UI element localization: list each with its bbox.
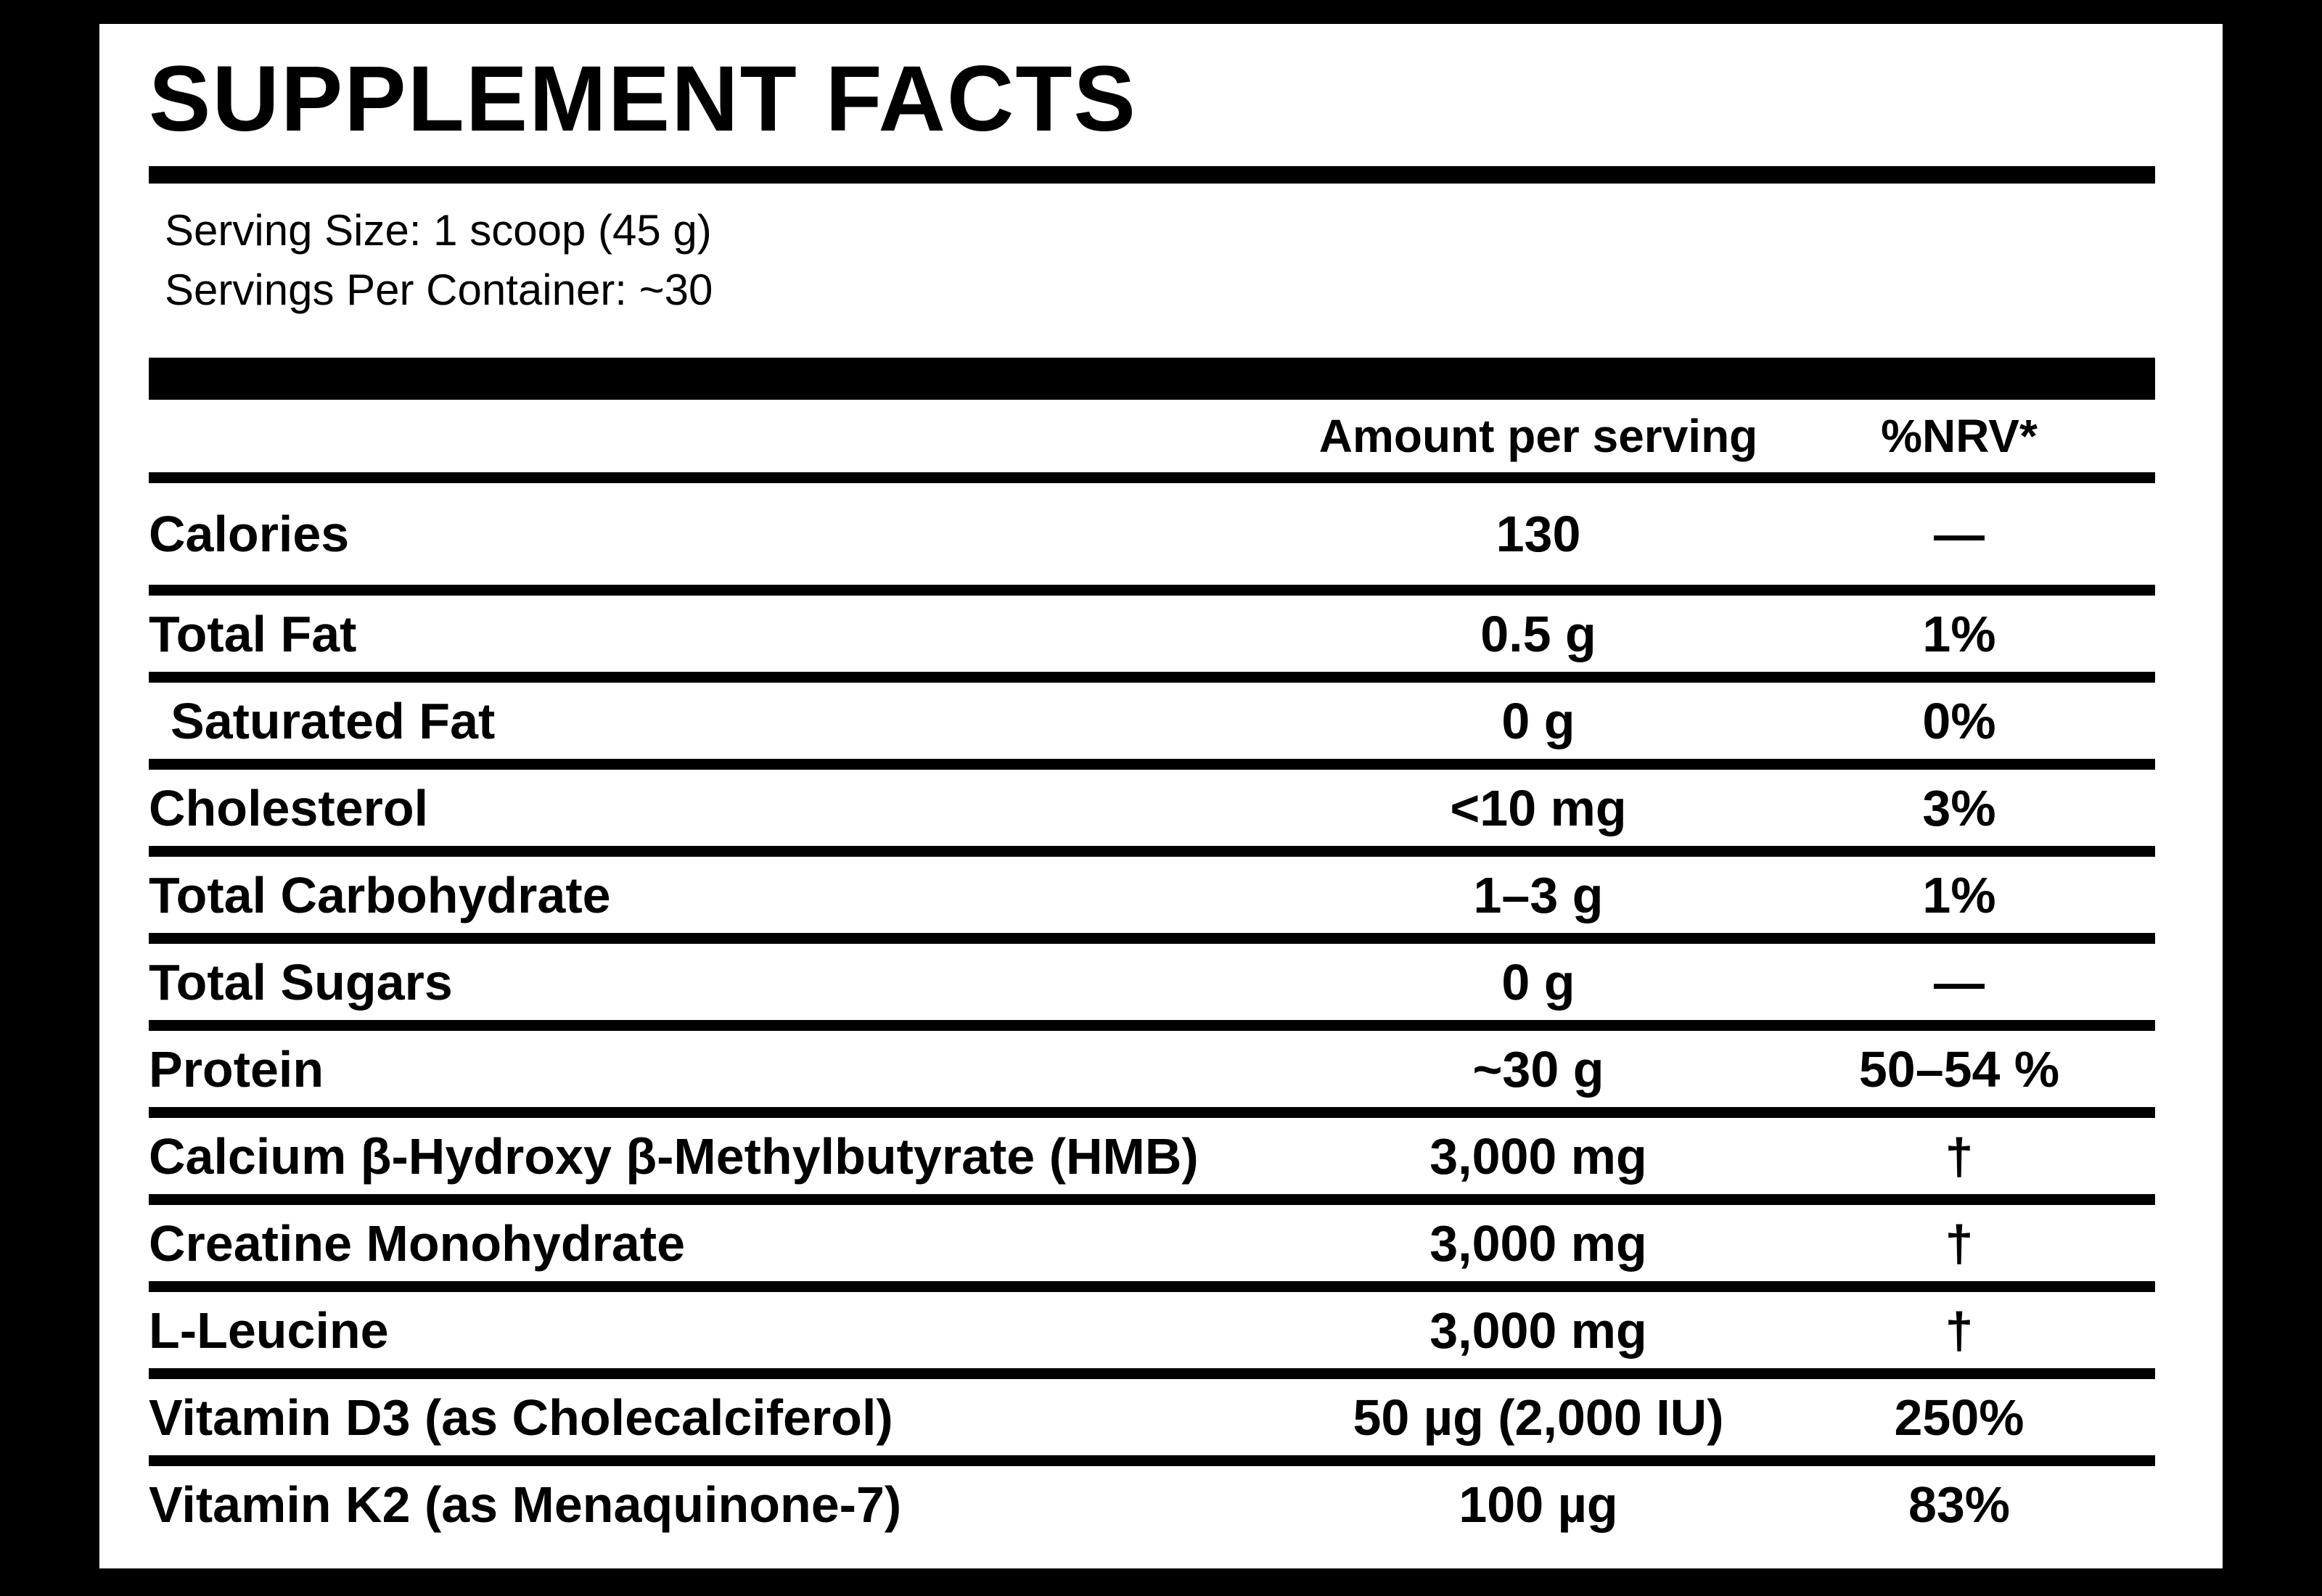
row-divider-rule (149, 1020, 2155, 1031)
row-divider-rule (149, 672, 2155, 683)
nutrient-amount: 3,000 mg (1429, 1127, 1647, 1185)
nutrient-amount: 3,000 mg (1429, 1301, 1647, 1359)
facts-table: Calories 130 — Total Fat 0.5 g 1% Satura… (149, 483, 2155, 1542)
nutrient-nrv: 1% (1922, 866, 1996, 924)
table-row: Creatine Monohydrate 3,000 mg † (149, 1205, 2155, 1281)
amount-column-header: Amount per serving (1318, 410, 1758, 462)
table-row: Total Fat 0.5 g 1% (149, 596, 2155, 672)
nutrient-amount: 50 µg (2,000 IU) (1353, 1389, 1724, 1446)
page-title: SUPPLEMENT FACTS (149, 47, 1137, 151)
nutrient-nrv: 83% (1908, 1476, 2011, 1533)
nutrient-nrv: † (1945, 1301, 1974, 1359)
row-divider-rule (149, 759, 2155, 770)
supplement-facts-panel: SUPPLEMENT FACTS Serving Size: 1 scoop (… (99, 24, 2223, 1568)
serving-size-text: Serving Size: 1 scoop (45 g) (165, 206, 712, 255)
nutrient-amount: 0 g (1501, 953, 1575, 1011)
row-divider-rule (149, 1368, 2155, 1379)
nutrient-amount: 0.5 g (1480, 605, 1596, 662)
table-row: L-Leucine 3,000 mg † (149, 1292, 2155, 1368)
header-divider-rule (149, 472, 2155, 483)
nutrient-amount: 1–3 g (1473, 866, 1604, 924)
row-divider-rule (149, 1455, 2155, 1466)
nutrient-amount: 100 µg (1459, 1476, 1618, 1533)
nutrient-nrv: 250% (1894, 1389, 2024, 1446)
nutrient-name: Total Sugars (149, 953, 453, 1011)
nutrient-name: Creatine Monohydrate (149, 1214, 685, 1272)
row-divider-rule (149, 1107, 2155, 1118)
table-row: Calories 130 — (149, 483, 2155, 585)
section-divider-bar (149, 358, 2155, 400)
nutrient-amount: <10 mg (1450, 779, 1627, 836)
serving-info: Serving Size: 1 scoop (45 g) Servings Pe… (149, 201, 2155, 320)
nutrient-nrv: 50–54 % (1858, 1040, 2060, 1098)
nutrient-nrv: † (1945, 1127, 1974, 1185)
nutrient-amount: ~30 g (1472, 1040, 1604, 1098)
row-divider-rule (149, 846, 2155, 857)
nutrient-name: Cholesterol (149, 779, 429, 836)
nutrient-name: Calories (149, 506, 350, 562)
table-row: Calcium β-Hydroxy β-Methylbutyrate (HMB)… (149, 1118, 2155, 1194)
table-row: Vitamin K2 (as Menaquinone-7) 100 µg 83% (149, 1466, 2155, 1542)
servings-per-container-text: Servings Per Container: ~30 (165, 266, 713, 314)
nutrient-amount: 130 (1496, 506, 1581, 562)
nutrient-nrv: 0% (1922, 692, 1996, 749)
nutrient-amount: 3,000 mg (1429, 1214, 1647, 1272)
table-row: Protein ~30 g 50–54 % (149, 1031, 2155, 1107)
nutrient-name: Calcium β-Hydroxy β-Methylbutyrate (HMB) (149, 1127, 1199, 1185)
table-row: Total Carbohydrate 1–3 g 1% (149, 857, 2155, 933)
row-divider-rule (149, 585, 2155, 596)
row-divider-rule (149, 933, 2155, 944)
nutrient-nrv: 3% (1922, 779, 1996, 836)
table-row: Cholesterol <10 mg 3% (149, 770, 2155, 846)
table-row: Total Sugars 0 g — (149, 944, 2155, 1020)
nutrient-nrv: — (1934, 506, 1985, 562)
nutrient-name: L-Leucine (149, 1301, 389, 1359)
table-row: Saturated Fat 0 g 0% (149, 683, 2155, 759)
nutrient-amount: 0 g (1501, 692, 1575, 749)
row-divider-rule (149, 1281, 2155, 1292)
nutrient-name: Total Carbohydrate (149, 866, 611, 924)
nutrient-nrv: — (1934, 953, 1985, 1011)
nutrient-name: Vitamin D3 (as Cholecalciferol) (149, 1389, 893, 1446)
table-header-row: Amount per serving %NRV* (149, 400, 2155, 472)
title-divider-rule (149, 166, 2155, 184)
nutrient-name: Protein (149, 1040, 324, 1098)
nrv-column-header: %NRV* (1881, 410, 2038, 462)
nutrient-name: Saturated Fat (171, 692, 496, 749)
nutrient-nrv: † (1945, 1214, 1974, 1272)
nutrient-nrv: 1% (1922, 605, 1996, 662)
table-row: Vitamin D3 (as Cholecalciferol) 50 µg (2… (149, 1379, 2155, 1455)
nutrient-name: Vitamin K2 (as Menaquinone-7) (149, 1476, 902, 1533)
row-divider-rule (149, 1194, 2155, 1205)
nutrient-name: Total Fat (149, 605, 357, 662)
